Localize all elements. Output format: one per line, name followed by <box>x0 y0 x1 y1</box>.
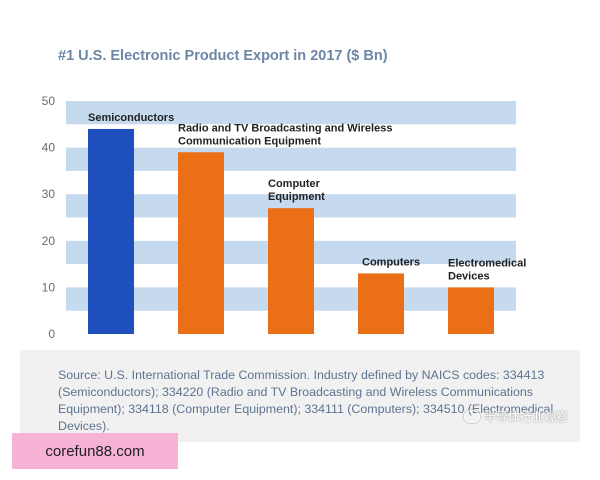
bar <box>178 152 224 334</box>
y-tick-label: 40 <box>42 141 56 155</box>
y-tick-label: 10 <box>42 280 56 294</box>
source-note: Source: U.S. International Trade Commiss… <box>58 368 554 433</box>
chart-title: #1 U.S. Electronic Product Export in 201… <box>58 48 388 64</box>
category-label: Electromedical <box>448 257 526 269</box>
grid-band <box>66 101 516 125</box>
y-tick-label: 30 <box>42 187 56 201</box>
y-tick-label: 20 <box>42 234 56 248</box>
bar <box>448 287 494 334</box>
bar <box>88 128 134 334</box>
bar <box>268 208 314 334</box>
category-label: Radio and TV Broadcasting and Wireless <box>178 122 392 134</box>
category-label: Computers <box>362 256 420 268</box>
site-badge: corefun88.com <box>12 433 178 469</box>
bar-chart: 0 10 20 30 40 50 Semiconductors Radio and TV B… <box>42 94 527 341</box>
wechat-icon <box>464 410 480 423</box>
bars <box>88 128 494 334</box>
source-panel <box>20 350 580 442</box>
y-axis-ticks: 0 10 20 30 40 50 <box>42 94 56 341</box>
category-label: Communication Equipment <box>178 135 321 147</box>
watermark: 半导体行业观察 <box>464 408 568 425</box>
category-labels: Semiconductors Radio and TV Broadcasting … <box>88 112 526 282</box>
y-tick-label: 0 <box>48 327 55 341</box>
watermark-text: 半导体行业观察 <box>484 410 569 424</box>
bar <box>358 273 404 334</box>
category-label: Semiconductors <box>88 112 174 124</box>
category-label: Devices <box>448 270 490 282</box>
category-label: Equipment <box>268 191 325 203</box>
category-label: Computer <box>268 178 321 190</box>
y-tick-label: 50 <box>42 94 56 108</box>
